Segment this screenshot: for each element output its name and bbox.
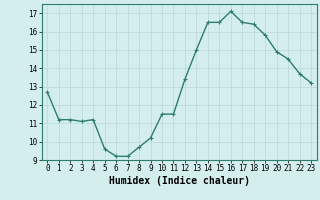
X-axis label: Humidex (Indice chaleur): Humidex (Indice chaleur)	[109, 176, 250, 186]
